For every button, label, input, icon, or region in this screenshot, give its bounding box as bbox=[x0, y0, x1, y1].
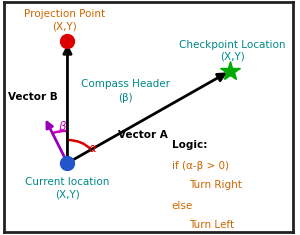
Text: Vector B: Vector B bbox=[8, 93, 58, 102]
Text: Turn Right: Turn Right bbox=[189, 180, 242, 190]
Text: (X,Y): (X,Y) bbox=[55, 189, 80, 200]
Text: if (α-β > 0): if (α-β > 0) bbox=[172, 161, 229, 171]
Text: (β): (β) bbox=[118, 93, 133, 103]
Text: Current location: Current location bbox=[25, 177, 110, 187]
Text: Compass Header: Compass Header bbox=[81, 79, 170, 90]
Text: α: α bbox=[88, 141, 96, 155]
Text: (X,Y): (X,Y) bbox=[220, 52, 245, 62]
Text: Projection Point: Projection Point bbox=[24, 9, 105, 19]
Text: Turn Left: Turn Left bbox=[189, 220, 234, 231]
Text: else: else bbox=[172, 201, 193, 211]
Text: Checkpoint Location: Checkpoint Location bbox=[179, 40, 286, 50]
Text: β: β bbox=[58, 120, 65, 133]
Text: (X,Y): (X,Y) bbox=[52, 22, 77, 32]
Text: Vector A: Vector A bbox=[118, 130, 167, 140]
Text: Logic:: Logic: bbox=[172, 140, 207, 150]
